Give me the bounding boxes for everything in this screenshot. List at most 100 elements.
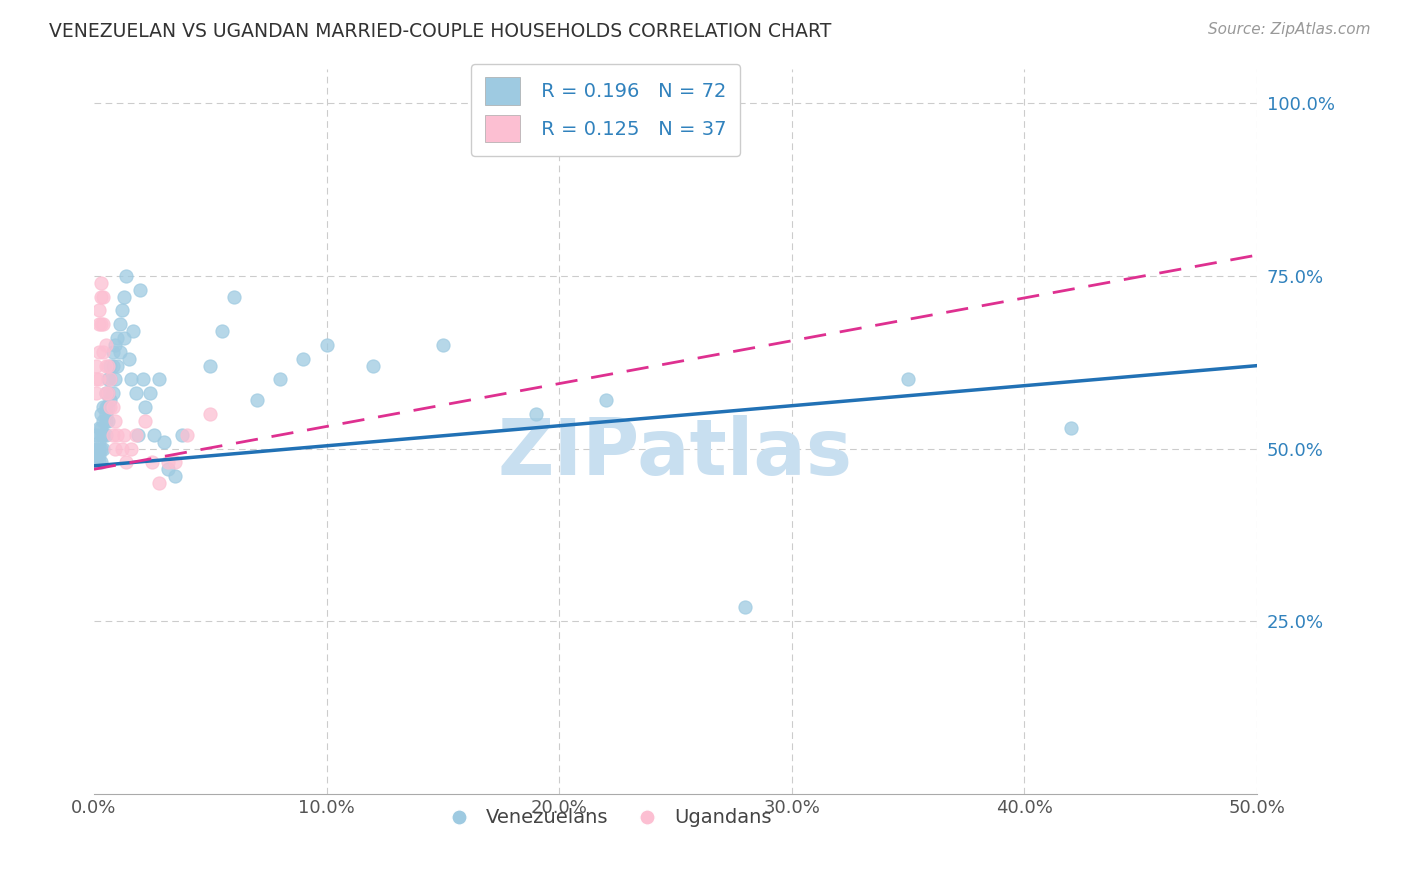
Point [108, 344, 131, 359]
Point [292, 351, 315, 366]
Point [98, 372, 121, 386]
Point [176, 427, 198, 442]
Point [101, 427, 124, 442]
Point [91, 442, 114, 456]
Point [84, 427, 107, 442]
Point [91, 427, 114, 442]
Point [432, 338, 454, 352]
Point [90, 421, 112, 435]
Point [90, 407, 112, 421]
Point [90, 317, 112, 331]
Point [104, 414, 127, 428]
Point [91, 317, 114, 331]
Point [269, 372, 291, 386]
Point [87, 372, 110, 386]
Point [87, 344, 110, 359]
Point [84, 455, 107, 469]
Point [97, 414, 120, 428]
Point [129, 283, 152, 297]
Point [120, 442, 142, 456]
Point [98, 359, 121, 373]
Point [125, 427, 148, 442]
Point [104, 372, 127, 386]
Point [222, 289, 245, 303]
Point [524, 407, 547, 421]
Point [84, 359, 107, 373]
Point [897, 372, 920, 386]
Point [111, 303, 134, 318]
Point [112, 331, 135, 345]
Point [143, 427, 166, 442]
Point [97, 386, 120, 401]
Point [101, 400, 124, 414]
Point [84, 449, 107, 463]
Point [94, 414, 117, 428]
Point [105, 359, 128, 373]
Point [211, 324, 233, 338]
Point [165, 469, 187, 483]
Point [90, 455, 112, 469]
Point [87, 449, 110, 463]
Point [97, 359, 120, 373]
Point [84, 442, 107, 456]
Point [165, 455, 187, 469]
Point [94, 400, 117, 414]
Point [94, 386, 117, 401]
Point [90, 427, 112, 442]
Point [157, 462, 180, 476]
Point [148, 372, 170, 386]
Point [98, 400, 121, 414]
Point [101, 359, 124, 373]
Point [94, 386, 117, 401]
Point [200, 407, 222, 421]
Point [98, 372, 121, 386]
Point [125, 386, 148, 401]
Point [97, 372, 120, 386]
Point [112, 427, 135, 442]
Point [1060, 421, 1083, 435]
Point [94, 407, 117, 421]
Point [120, 372, 142, 386]
Point [152, 434, 174, 449]
Point [87, 421, 110, 435]
Point [94, 359, 117, 373]
Point [97, 386, 120, 401]
Legend: Venezuelans, Ugandans: Venezuelans, Ugandans [432, 800, 780, 835]
Point [127, 427, 149, 442]
Point [87, 434, 110, 449]
Point [111, 442, 134, 456]
Point [141, 455, 163, 469]
Point [361, 359, 384, 373]
Point [91, 344, 114, 359]
Point [246, 393, 269, 408]
Point [98, 393, 121, 408]
Point [90, 442, 112, 456]
Text: VENEZUELAN VS UGANDAN MARRIED-COUPLE HOUSEHOLDS CORRELATION CHART: VENEZUELAN VS UGANDAN MARRIED-COUPLE HOU… [49, 22, 831, 41]
Point [139, 386, 162, 401]
Point [97, 400, 120, 414]
Point [115, 455, 138, 469]
Point [200, 359, 222, 373]
Point [84, 386, 107, 401]
Point [108, 317, 131, 331]
Point [91, 400, 114, 414]
Point [87, 442, 110, 456]
Point [87, 317, 110, 331]
Point [84, 372, 107, 386]
Point [157, 455, 180, 469]
Point [112, 289, 135, 303]
Point [94, 427, 117, 442]
Point [87, 455, 110, 469]
Point [734, 600, 756, 615]
Point [118, 351, 141, 366]
Point [122, 324, 145, 338]
Text: Source: ZipAtlas.com: Source: ZipAtlas.com [1208, 22, 1371, 37]
Point [94, 338, 117, 352]
Point [104, 442, 127, 456]
Point [132, 372, 155, 386]
Point [101, 344, 124, 359]
Point [315, 338, 337, 352]
Point [90, 289, 112, 303]
Point [90, 276, 112, 290]
Text: ZIPatlas: ZIPatlas [498, 415, 853, 491]
